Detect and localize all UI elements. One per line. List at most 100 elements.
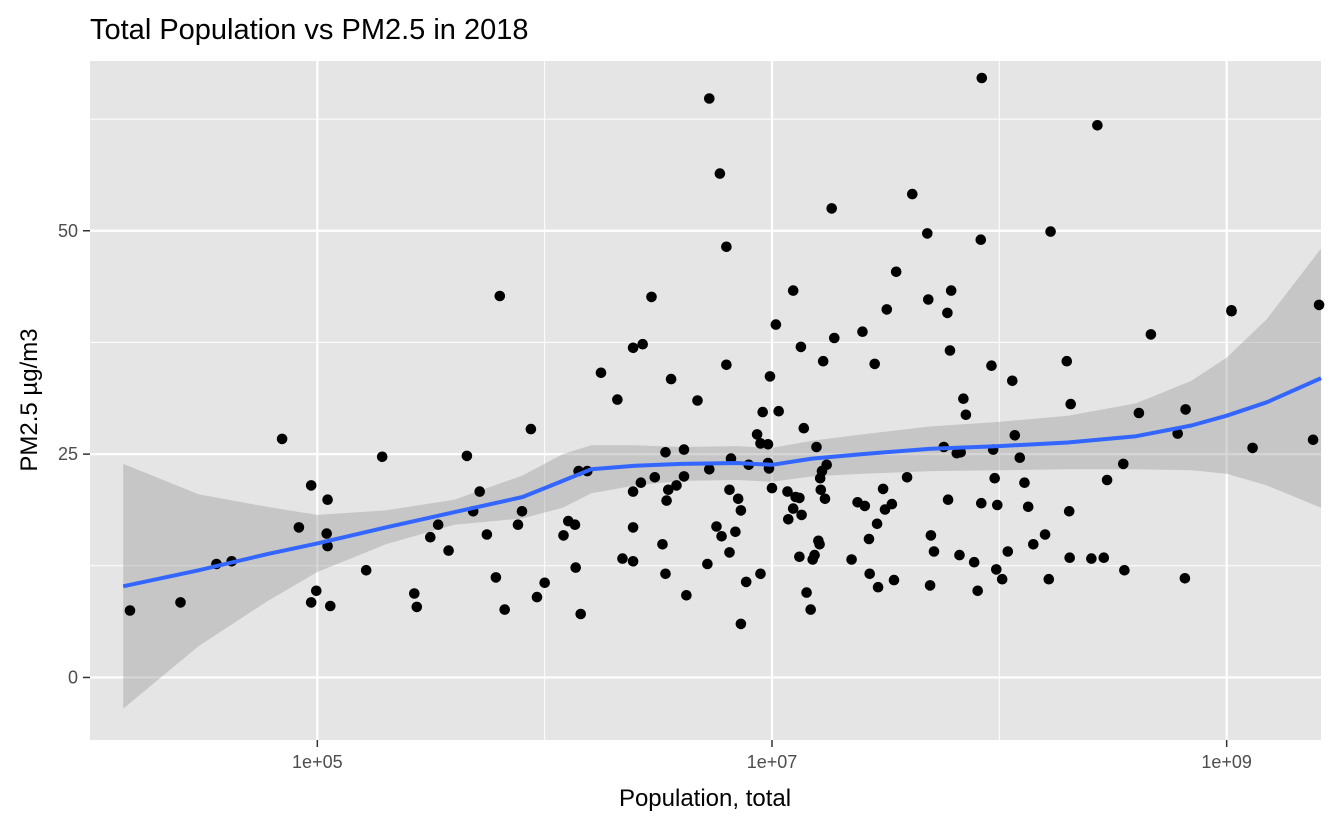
data-point [1063,506,1075,517]
data-point [443,545,454,556]
data-point [322,494,333,506]
data-point [490,572,502,583]
data-point [525,423,537,435]
data-point [730,526,741,538]
x-tick-label: 1e+07 [747,752,798,772]
data-point [692,395,703,406]
data-point [954,549,965,561]
data-point [276,433,288,445]
data-point [886,498,898,510]
data-point [678,471,690,482]
data-point [923,294,934,305]
data-point [531,591,543,603]
data-point [798,422,810,434]
data-point [755,568,766,580]
data-point [811,441,822,453]
data-point [657,539,668,550]
data-point [721,241,732,253]
data-point [770,319,782,330]
data-point [1179,573,1191,584]
y-tick-label: 0 [68,667,78,687]
data-point [678,444,690,455]
data-point [1022,501,1034,513]
data-point [721,359,732,371]
data-point [681,590,692,601]
data-point [871,518,883,530]
data-point [660,568,671,580]
data-point [869,358,880,370]
data-point [704,464,715,475]
data-point [1092,120,1103,131]
data-point [1002,546,1014,557]
data-point [992,499,1003,511]
data-point [124,605,136,616]
x-axis-title: Population, total [619,785,791,812]
data-point [764,371,776,382]
data-point [1180,404,1191,415]
data-point [888,574,900,586]
data-point [321,528,333,539]
data-point [1045,226,1056,237]
data-point [787,503,799,514]
data-point [794,551,805,563]
data-points [124,72,1325,630]
data-point [293,522,305,533]
data-point [575,608,586,620]
data-point [1098,552,1110,563]
data-point [996,573,1008,585]
data-point [1028,539,1039,550]
confidence-band [123,248,1322,709]
data-point [942,307,953,319]
data-point [1118,458,1129,470]
major-gridlines [90,61,1321,740]
smooth-line [122,376,1322,589]
data-point [877,483,889,495]
data-point [1119,565,1130,576]
data-point [751,429,763,440]
data-point [660,447,671,458]
y-tick-label: 25 [58,444,78,464]
data-point [1307,434,1319,446]
data-point [627,556,639,567]
data-point [846,554,857,565]
data-point [1172,428,1183,439]
data-point [924,580,936,591]
data-point [857,326,868,338]
data-point [1009,430,1021,441]
data-point [305,597,317,608]
data-point [649,472,661,483]
data-point [1014,452,1026,464]
data-point [809,549,820,561]
data-point [724,547,735,558]
data-point [805,604,816,615]
data-point [702,558,713,570]
data-point [411,601,423,613]
x-axis: 1e+05 1e+07 1e+09 [292,740,1252,772]
data-point [890,266,902,278]
data-point [665,373,677,385]
data-point [494,290,506,302]
data-point [783,514,794,525]
data-point [787,285,799,296]
data-point [907,188,918,200]
data-point [635,477,647,489]
data-point [671,480,682,491]
data-point [716,531,727,542]
data-point [782,486,793,497]
data-point [794,492,805,504]
data-point [1101,474,1113,486]
data-point [1133,407,1145,419]
x-tick-label: 1e+05 [292,752,343,772]
data-point [474,486,486,497]
data-point [1007,375,1018,387]
data-point [499,604,511,615]
data-point [627,342,639,354]
data-point [481,529,493,540]
data-point [325,600,336,612]
data-point [627,522,639,533]
data-point [968,556,980,568]
data-point [714,168,726,179]
data-point [663,484,674,496]
y-axis-title: PM2.5 µg/m3 [16,328,43,471]
